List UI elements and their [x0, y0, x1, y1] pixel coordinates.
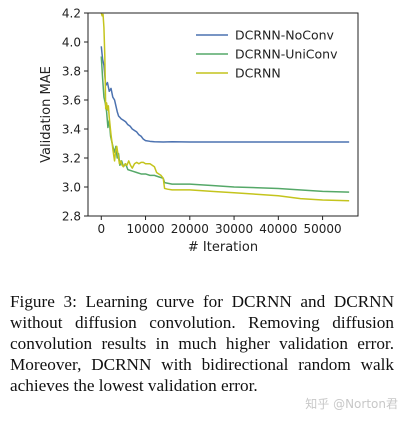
series-line-dcrnn-noconv	[100, 46, 350, 143]
legend-label-dcrnn-noconv: DCRNN-NoConv	[235, 28, 335, 43]
x-tick-label: 30000	[215, 222, 253, 236]
ticks: 0 10000 20000 30000 40000 50000 2.8 3.0 3.2 3.4 3.…	[62, 7, 342, 237]
watermark: 知乎 @Norton君	[305, 397, 398, 411]
y-axis-label: Validation MAE	[39, 66, 54, 163]
y-tick-label: 3.8	[62, 65, 81, 79]
x-tick-label: 0	[97, 222, 105, 236]
series-line-dcrnn	[100, 13, 350, 202]
y-tick-label: 3.6	[62, 94, 81, 108]
y-tick-label: 3.2	[62, 152, 81, 166]
legend: DCRNN-NoConv DCRNN-UniConv DCRNN	[196, 28, 338, 81]
y-tick-label: 4.2	[62, 7, 81, 21]
x-tick-label: 20000	[171, 222, 209, 236]
axes	[87, 12, 359, 217]
x-tick-label: 10000	[126, 222, 164, 236]
y-tick-label: 2.8	[62, 210, 81, 224]
legend-label-dcrnn: DCRNN	[235, 66, 281, 81]
plot-frame	[87, 12, 359, 217]
y-tick-label: 3.0	[62, 181, 81, 195]
line-chart: 0 10000 20000 30000 40000 50000 2.8 3.0 3.2 3.4 3.…	[39, 7, 359, 255]
figure-caption: Figure 3: Learning curve for DCRNN and D…	[10, 292, 394, 395]
y-tick-label: 3.4	[62, 123, 81, 137]
series-line-dcrnn-uniconv	[100, 56, 350, 193]
series-lines	[100, 13, 350, 202]
legend-label-dcrnn-uniconv: DCRNN-UniConv	[235, 47, 338, 62]
x-axis-label: # Iteration	[188, 240, 258, 255]
x-tick-label: 50000	[303, 222, 341, 236]
x-tick-label: 40000	[259, 222, 297, 236]
y-tick-label: 4.0	[62, 36, 81, 50]
